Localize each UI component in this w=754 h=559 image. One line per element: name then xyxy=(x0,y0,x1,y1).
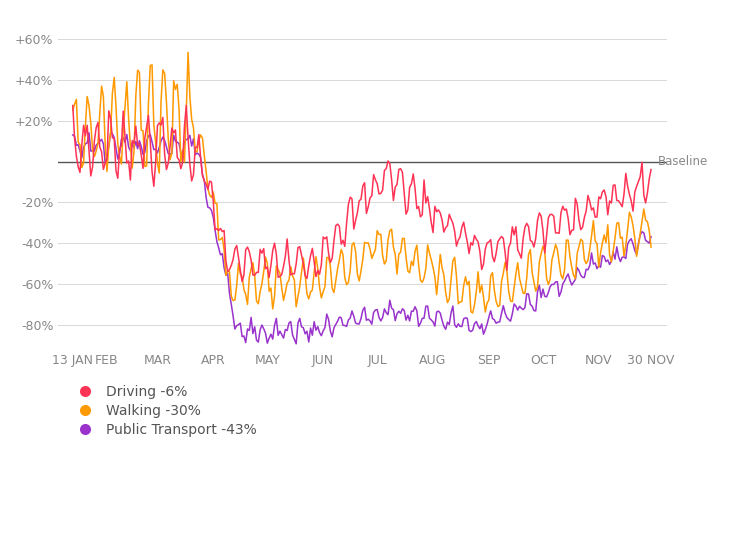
Legend: Driving -6%, Walking -30%, Public Transport -43%: Driving -6%, Walking -30%, Public Transp… xyxy=(66,380,262,442)
Text: Baseline: Baseline xyxy=(658,155,709,168)
